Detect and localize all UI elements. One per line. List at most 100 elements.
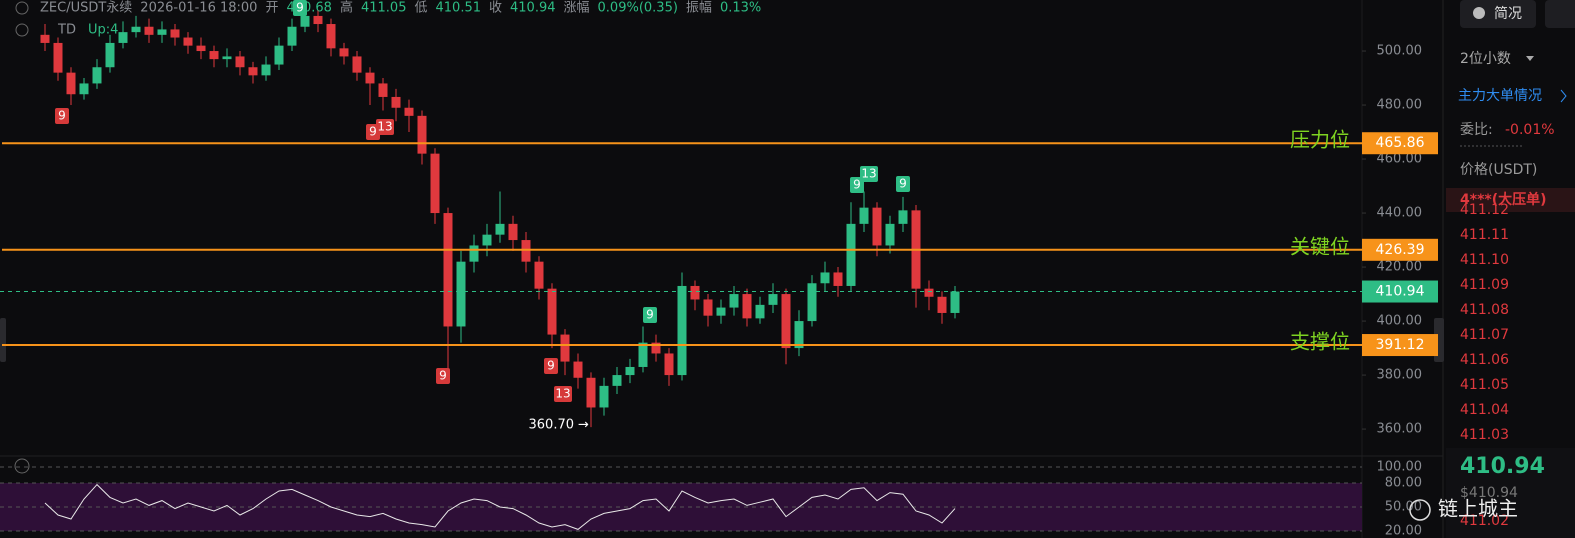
price-tag (1362, 280, 1438, 303)
y-tick-label: 360.00 (1377, 422, 1423, 437)
book-price: 411.11 (1460, 227, 1509, 243)
candle-body (326, 24, 336, 49)
field-label: 高 (340, 0, 353, 16)
icon (1473, 7, 1485, 19)
field-value: 0.13% (720, 1, 761, 16)
big-ask: 4***(大压单) (1460, 191, 1547, 208)
candle-body (794, 321, 804, 349)
level-name: 支撑位 (1290, 330, 1350, 354)
candle-body (482, 234, 492, 246)
last-usd: $410.94 (1460, 485, 1518, 501)
candle-body (846, 223, 856, 286)
candle-body (885, 223, 895, 246)
field-label: 振幅 (686, 1, 712, 16)
ratio-value: -0.01% (1505, 122, 1555, 138)
candle-body (131, 26, 141, 33)
field-value: 411.05 (361, 1, 407, 16)
symbol: ZEC/USDT永续 (40, 1, 132, 16)
field-label: 低 (414, 1, 427, 16)
candle-body (716, 307, 726, 316)
big-orders-link[interactable]: 主力大单情况 (1458, 88, 1542, 104)
price-tag-label: 465.86 (1376, 135, 1425, 151)
field-value: 410.51 (436, 1, 482, 16)
candle-body (638, 342, 648, 367)
button[interactable] (1545, 0, 1575, 28)
candle-body (170, 29, 180, 38)
candle-body (248, 67, 258, 76)
candle-body (898, 210, 908, 224)
indicator-value: Up:4 (88, 23, 118, 38)
price-tag (1362, 132, 1438, 155)
price-header: 价格(USDT) (1460, 162, 1537, 178)
candle-body (300, 15, 310, 27)
td-badge (376, 119, 394, 135)
field-value: 0.09%(0.35) (598, 1, 678, 16)
candle-body (612, 375, 622, 386)
candle-body (859, 207, 869, 224)
candle-body (157, 29, 167, 35)
candle-body (222, 56, 232, 60)
candle-body (781, 294, 791, 349)
candle-body (378, 83, 388, 97)
y-tick-label: 460.00 (1377, 152, 1423, 167)
candle-body (53, 42, 63, 73)
candle-body (534, 261, 544, 289)
td-label: 13 (377, 120, 392, 134)
y-tick-label: 480.00 (1377, 98, 1423, 113)
collapse-icon[interactable] (14, 458, 30, 474)
level-name: 压力位 (1290, 128, 1350, 152)
td-badge (554, 386, 572, 402)
button-label: 简况 (1494, 5, 1522, 22)
candle-body (339, 48, 349, 57)
candle-body (469, 245, 479, 262)
candle-body (118, 32, 128, 43)
candle-body (79, 83, 89, 95)
candle-body (625, 366, 635, 376)
candle-body (456, 261, 466, 327)
td-badge (643, 307, 657, 323)
toggle-icon[interactable] (15, 23, 29, 37)
candle-body (183, 37, 193, 46)
td-badge (860, 166, 878, 182)
candle-body (586, 377, 596, 408)
candle-body (807, 283, 817, 322)
candle-body (950, 291, 960, 313)
scroll-handle[interactable] (0, 318, 6, 362)
td-label: 9 (547, 359, 555, 373)
candle-body (430, 153, 440, 214)
last-price-label: 410.94 (1376, 284, 1425, 300)
field-label: 收 (489, 1, 502, 16)
decimals[interactable]: 2位小数 (1460, 51, 1511, 67)
level-name: 关键位 (1290, 234, 1350, 258)
candle-body (729, 294, 739, 308)
book-price: 411.08 (1460, 302, 1509, 318)
candle-body (261, 64, 271, 76)
watermark: 链上城主 (1438, 497, 1518, 521)
candle-body (508, 223, 518, 241)
toggle-icon[interactable] (15, 1, 29, 15)
dropdown-arrow (1526, 56, 1534, 61)
book-price: 411.07 (1460, 327, 1509, 343)
low-label: 360.70 (529, 418, 575, 433)
candle-body (820, 272, 830, 284)
book-price: 411.06 (1460, 352, 1509, 368)
candle-body (677, 285, 687, 376)
field-label: 开 (265, 1, 278, 16)
big-ask-bg (1446, 188, 1575, 212)
book-price: 411.03 (1460, 427, 1509, 443)
y-tick-label: 100.00 (1377, 460, 1423, 475)
y-tick-label: 20.00 (1385, 524, 1422, 538)
y-tick-label: 80.00 (1385, 476, 1422, 491)
td-label: 9 (296, 1, 304, 15)
link-arrow (1560, 89, 1567, 103)
candle-body (144, 26, 154, 35)
td-badge (436, 368, 450, 384)
last-price: 410.94 (1460, 454, 1545, 479)
td-label: 9 (646, 308, 654, 322)
indicator-name: TD (57, 23, 76, 38)
candle-body (521, 240, 531, 262)
last-bg (1446, 448, 1575, 538)
